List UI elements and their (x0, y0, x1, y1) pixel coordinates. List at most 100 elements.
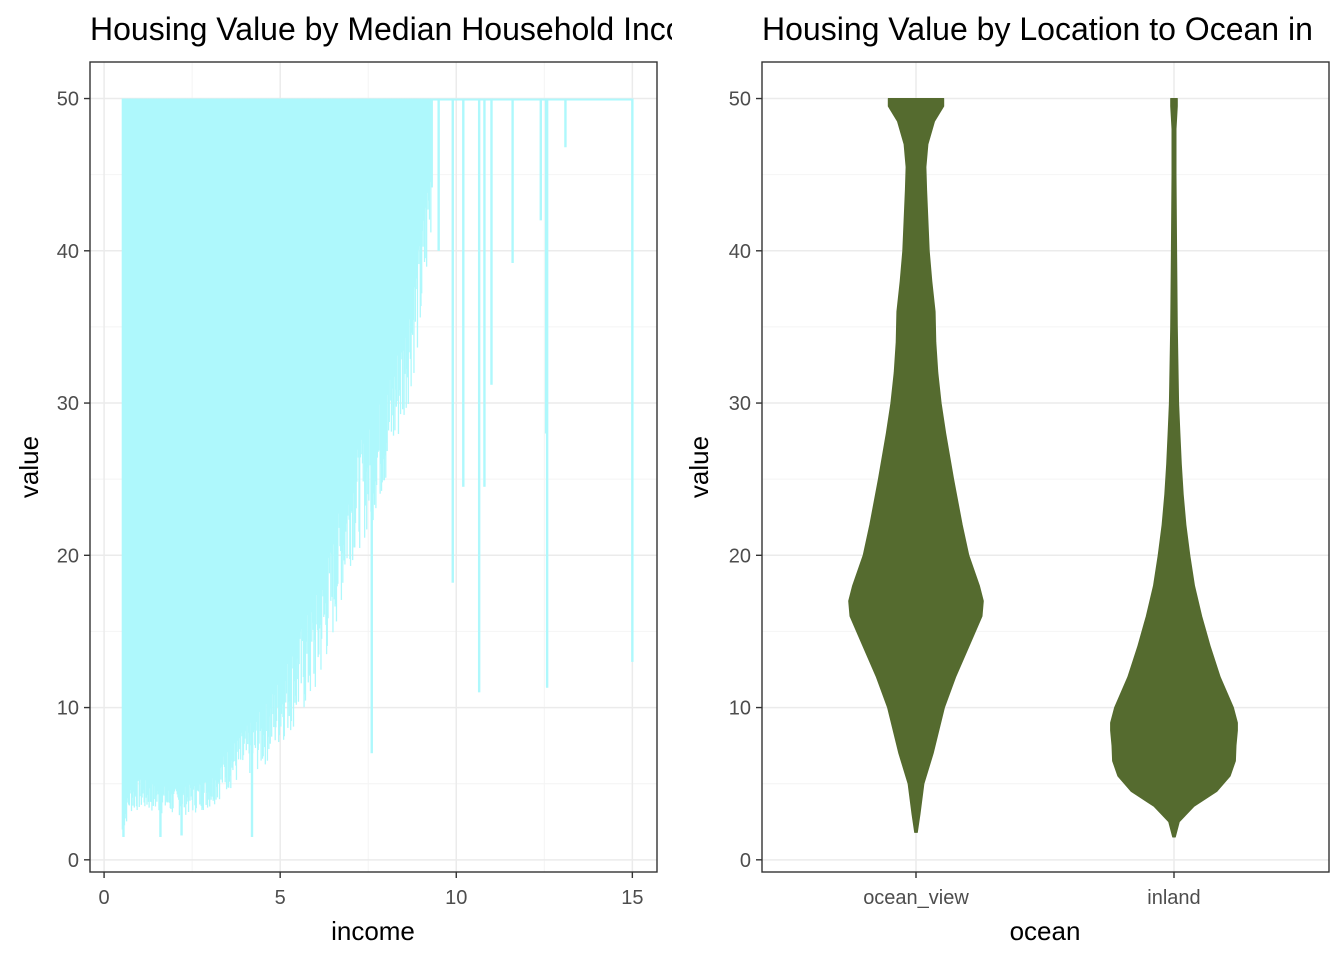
income-y-axis-title: value (14, 436, 44, 498)
y-tick-label: 0 (68, 850, 79, 872)
income-bar (343, 98, 345, 561)
income-bar (227, 98, 229, 788)
income-bar (183, 98, 185, 808)
income-bar (412, 98, 414, 320)
income-bar (207, 98, 209, 800)
income-bar (295, 98, 297, 705)
income-bar (182, 98, 185, 794)
income-bar (369, 98, 371, 466)
income-bar (242, 98, 244, 761)
income-bar (309, 98, 311, 676)
income-bar (188, 98, 190, 785)
income-bar (331, 98, 333, 597)
income-bar (254, 98, 257, 748)
income-bar (545, 98, 549, 688)
income-bar (274, 98, 276, 741)
income-bar (349, 98, 352, 566)
y-tick-label: 50 (729, 89, 751, 111)
income-panel-border (89, 61, 658, 873)
income-bar (122, 98, 125, 837)
income-bar (217, 98, 219, 783)
income-bar (310, 98, 312, 613)
income-bar (311, 98, 314, 623)
income-bar (296, 98, 298, 659)
income-bar (342, 98, 344, 583)
income-bar (399, 98, 402, 415)
income-bar (254, 98, 256, 746)
income-bar (275, 98, 277, 728)
income-bar (382, 98, 384, 481)
income-bar (356, 98, 359, 450)
income-bar (318, 98, 320, 655)
income-bar (256, 98, 258, 731)
income-bar (564, 98, 567, 148)
income-bar (127, 98, 129, 803)
income-bar (145, 98, 147, 798)
income-bar (222, 98, 224, 757)
income-bar (380, 98, 382, 464)
income-bar (147, 98, 149, 795)
income-bar (195, 98, 197, 809)
income-bar (223, 98, 226, 767)
ocean-chart: Housing Value by Location to Ocean in 0 1… (684, 11, 1330, 946)
income-bar (185, 98, 188, 805)
income-bar (232, 98, 234, 771)
income-bar (320, 98, 322, 670)
income-bar (187, 98, 190, 813)
income-bar (273, 98, 275, 728)
income-bar (431, 98, 633, 101)
income-bar (381, 98, 383, 483)
income-bar (333, 98, 335, 545)
income-bar (366, 98, 368, 530)
income-bar (178, 98, 180, 800)
income-bar (330, 98, 333, 555)
income-bar (271, 98, 273, 737)
income-bar (228, 98, 231, 782)
income-bar (294, 98, 296, 703)
income-bar (413, 98, 415, 373)
income-bar (197, 98, 200, 792)
income-bar (269, 98, 271, 744)
income-bar (168, 98, 171, 803)
income-bar (149, 98, 151, 789)
income-bar (248, 98, 250, 754)
income-chart-title: Housing Value by Median Household Income (90, 11, 728, 47)
income-bar (141, 98, 143, 798)
income-bar (362, 98, 364, 482)
income-bar (390, 98, 393, 432)
income-bar (132, 98, 135, 792)
income-bar (135, 98, 137, 797)
income-bar (240, 98, 242, 760)
income-bar (125, 98, 127, 814)
income-bar (397, 98, 399, 356)
income-bar (225, 98, 228, 790)
income-bar (404, 98, 407, 338)
income-bar (357, 98, 359, 458)
income-bar (136, 98, 138, 811)
income-bar (294, 98, 297, 696)
income-bar (168, 98, 170, 803)
income-bar (368, 98, 370, 501)
income-bar (244, 98, 247, 732)
income-bars (121, 98, 634, 837)
income-bar (383, 98, 386, 481)
income-x-axis-title: income (331, 916, 415, 946)
income-bar (186, 98, 188, 798)
income-bar (372, 98, 374, 521)
income-bar (164, 98, 166, 806)
income-bar (319, 98, 321, 625)
income-bar (349, 98, 351, 560)
income-bar (173, 98, 176, 792)
income-bar (380, 98, 383, 491)
income-bar (144, 98, 146, 807)
income-bar (399, 98, 401, 396)
income-bar (299, 98, 302, 632)
income-bar (348, 98, 350, 520)
income-bar (422, 98, 424, 247)
income-y-axis: 0 10 20 30 40 50 (57, 89, 90, 872)
income-bar (249, 98, 251, 773)
income-bar (152, 98, 154, 806)
income-bar (216, 98, 218, 787)
income-bar (266, 98, 268, 732)
income-bar (132, 98, 134, 806)
